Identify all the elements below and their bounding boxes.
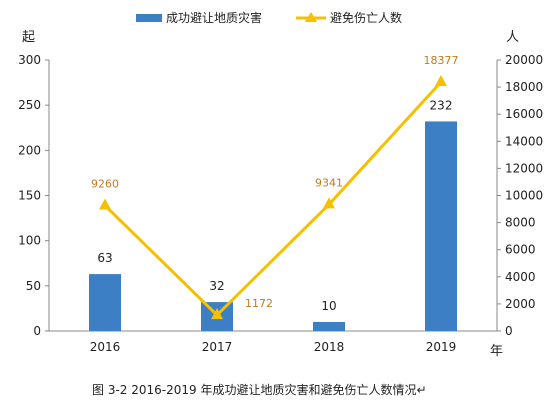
line-path <box>103 80 443 317</box>
line-marker <box>435 74 447 86</box>
right-tick-label: 12000 <box>505 161 543 175</box>
bar-series: 63 32 10 232 <box>89 98 457 331</box>
right-axis-unit: 人 <box>506 30 519 45</box>
left-tick-label: 0 <box>33 324 41 338</box>
right-axis-ticks: 0 2000 4000 6000 8000 10000 12000 14000 16000 180… <box>497 53 543 338</box>
left-tick-label: 200 <box>18 143 41 157</box>
line-marker <box>211 308 223 320</box>
right-tick-label: 0 <box>505 324 513 338</box>
line-marker <box>99 198 111 210</box>
right-tick-label: 10000 <box>505 189 543 203</box>
x-tick-label: 2019 <box>426 340 457 354</box>
bar <box>89 274 121 331</box>
line-data-label: 9260 <box>91 178 119 191</box>
left-tick-label: 300 <box>18 53 41 67</box>
right-tick-label: 2000 <box>505 297 536 311</box>
bar-data-label: 32 <box>209 279 224 293</box>
left-axis-ticks: 0 50 100 150 200 250 300 <box>18 53 49 338</box>
x-axis-unit: 年 <box>490 344 503 359</box>
legend-line-marker <box>305 12 317 22</box>
right-tick-label: 8000 <box>505 216 536 230</box>
right-tick-label: 6000 <box>505 243 536 257</box>
left-tick-label: 100 <box>18 234 41 248</box>
left-tick-label: 50 <box>26 279 41 293</box>
left-tick-label: 250 <box>18 98 41 112</box>
legend-line-label: 避免伤亡人数 <box>330 10 402 25</box>
bar-data-label: 63 <box>97 251 112 265</box>
x-axis-ticks: 2016 2017 2018 2019 <box>90 340 457 354</box>
x-tick-label: 2016 <box>90 340 121 354</box>
legend: 成功避让地质灾害 避免伤亡人数 <box>136 10 402 25</box>
line-marker <box>323 197 335 209</box>
left-axis-unit: 起 <box>22 30 35 45</box>
right-tick-label: 20000 <box>505 53 543 67</box>
line-series: 9260 1172 9341 18377 <box>91 54 459 320</box>
x-tick-label: 2017 <box>202 340 233 354</box>
legend-bar-swatch <box>136 14 162 22</box>
figure-caption: 图 3-2 2016-2019 年成功避让地质灾害和避免伤亡人数情况↵ <box>92 382 427 397</box>
left-tick-label: 150 <box>18 189 41 203</box>
line-data-label: 9341 <box>315 176 343 189</box>
bar <box>313 321 345 331</box>
x-tick-label: 2018 <box>314 340 345 354</box>
line-data-label: 1172 <box>245 297 273 310</box>
right-tick-label: 14000 <box>505 134 543 148</box>
right-tick-label: 4000 <box>505 270 536 284</box>
right-tick-label: 18000 <box>505 80 543 94</box>
right-tick-label: 16000 <box>505 107 543 121</box>
bar-data-label: 232 <box>430 98 453 112</box>
line-data-label: 18377 <box>424 54 459 67</box>
legend-bar-label: 成功避让地质灾害 <box>166 10 262 25</box>
bar <box>425 121 457 331</box>
bar-data-label: 10 <box>321 299 336 313</box>
